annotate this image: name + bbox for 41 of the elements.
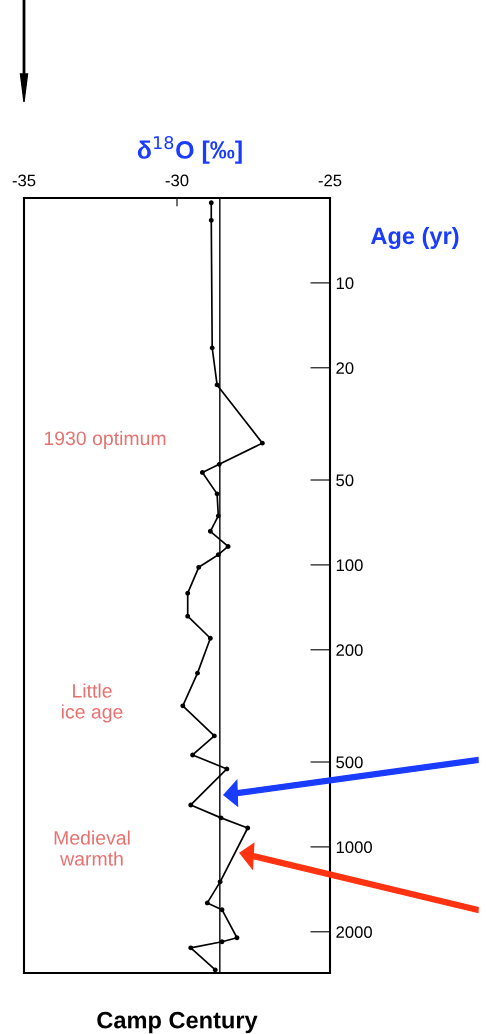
annotation: 1930 optimum [44,430,166,450]
y-tick-label: 100 [336,559,363,572]
point [214,491,220,497]
x-tick-label: -30 [165,174,189,187]
point [199,469,205,475]
y-tick-label: 2000 [336,926,372,938]
point [180,703,186,709]
annotation: Medieval warmth [54,830,130,866]
text: Camp Century [97,1011,258,1034]
point [225,543,231,549]
x-tick-label: -25 [318,174,342,187]
point [209,345,215,351]
point [190,752,196,758]
point [245,825,251,831]
point [204,900,210,906]
y-tick-label: 1000 [336,841,372,854]
point [188,945,194,951]
point [185,613,191,619]
point [185,590,191,596]
point [188,802,194,808]
point [259,440,265,446]
point [234,935,240,941]
point [208,200,214,206]
point [212,967,218,973]
point [195,670,200,676]
y-tick-label: 200 [336,644,363,656]
y-tick-label: 50 [336,474,354,487]
point [224,766,230,772]
y-axis-title: Age (yr) [370,226,459,250]
point [207,635,213,641]
y-tick-label: 20 [336,362,354,374]
point [196,564,202,570]
point [208,217,214,223]
point [214,382,220,388]
annotation: Little ice age [61,683,123,723]
y-tick-label: 500 [336,756,363,769]
x-tick-label: -35 [12,174,36,187]
point [211,733,217,739]
point [207,528,213,534]
y-tick-label: 10 [336,277,354,290]
x-axis-title: δ$^{18}$O [‰] [137,136,242,164]
